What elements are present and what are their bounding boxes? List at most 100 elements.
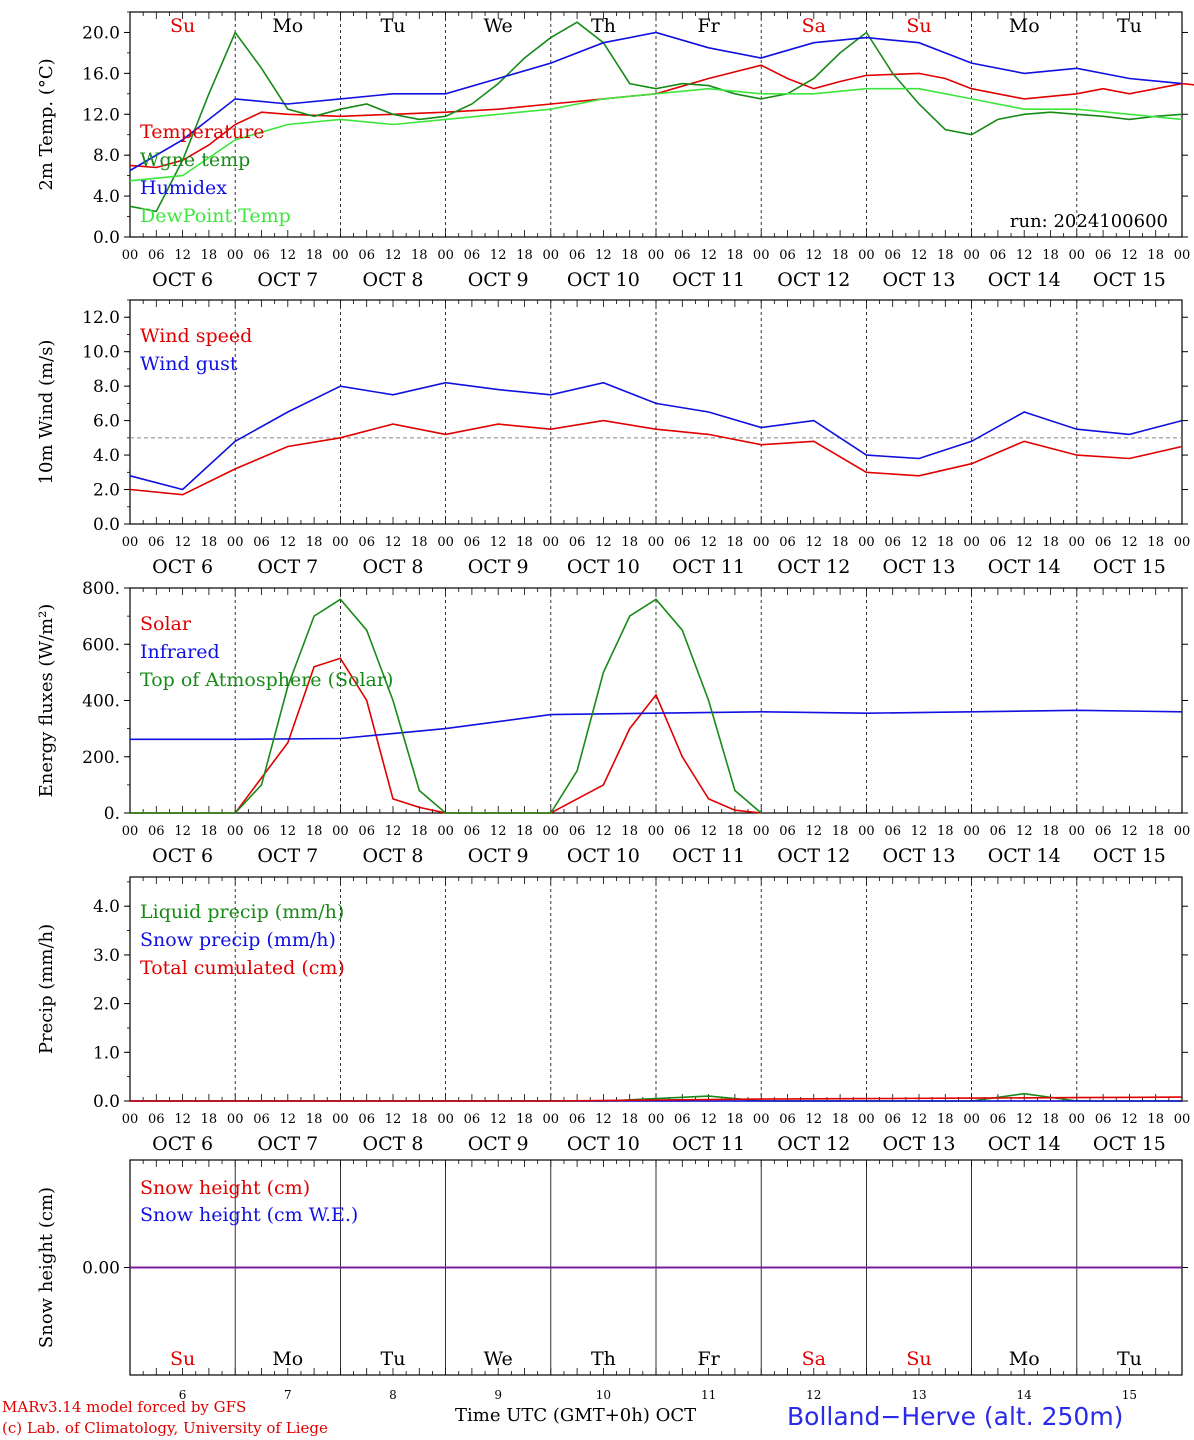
x-day-label: OCT 15 <box>1093 1133 1166 1155</box>
x-hour-label: 06 <box>674 535 691 550</box>
x-hour-label: 06 <box>884 824 901 839</box>
x-day-label: OCT 6 <box>152 269 213 291</box>
x-hour-label: 00 <box>858 248 875 263</box>
x-hour-label: 12 <box>1016 248 1033 263</box>
x-day-label: OCT 6 <box>152 845 213 867</box>
x-hour-label: 00 <box>963 248 980 263</box>
x-hour-label: 18 <box>1147 248 1164 263</box>
day-number-label: 10 <box>596 1388 611 1402</box>
x-hour-label: 18 <box>201 824 218 839</box>
weekday-label: Su <box>906 1348 931 1370</box>
x-hour-label: 12 <box>490 248 507 263</box>
series-line-4-3 <box>130 1096 1183 1102</box>
y-tick-label: 600. <box>82 635 120 655</box>
x-hour-label: 00 <box>227 248 244 263</box>
x-hour-label: 06 <box>1095 535 1112 550</box>
series-line-3-2 <box>130 709 1183 741</box>
x-hour-label: 18 <box>411 248 428 263</box>
y-tick-label: 12.0 <box>82 308 120 328</box>
x-hour-label: 00 <box>332 824 349 839</box>
x-hour-label: 00 <box>1174 824 1191 839</box>
x-hour-label: 06 <box>464 824 481 839</box>
footer-copyright: (c) Lab. of Climatology, University of L… <box>2 1419 328 1437</box>
x-hour-label: 06 <box>884 248 901 263</box>
x-hour-label: 12 <box>700 535 717 550</box>
x-hour-label: 12 <box>700 1112 717 1127</box>
legend-entry: Solar <box>140 613 192 635</box>
x-hour-label: 18 <box>306 248 323 263</box>
x-hour-label: 06 <box>148 824 165 839</box>
x-hour-label: 00 <box>1069 535 1086 550</box>
x-hour-label: 18 <box>832 535 849 550</box>
y-tick-label: 12.0 <box>82 105 120 125</box>
y-tick-label: 6.0 <box>93 412 120 432</box>
x-day-label: OCT 13 <box>882 845 955 867</box>
x-day-label: OCT 9 <box>468 1133 529 1155</box>
legend-entry: Top of Atmosphere (Solar) <box>140 669 393 691</box>
x-hour-label: 00 <box>227 824 244 839</box>
x-day-label: OCT 7 <box>257 1133 318 1155</box>
weekday-label: Mo <box>1009 15 1040 37</box>
x-hour-label: 00 <box>648 248 665 263</box>
x-hour-label: 00 <box>1069 1112 1086 1127</box>
x-hour-label: 06 <box>779 535 796 550</box>
x-hour-label: 12 <box>1016 824 1033 839</box>
x-hour-label: 06 <box>569 824 586 839</box>
x-hour-label: 06 <box>1095 824 1112 839</box>
x-day-label: OCT 13 <box>882 269 955 291</box>
y-axis-label: Energy fluxes (W/m²) <box>36 604 57 798</box>
x-hour-label: 12 <box>280 1112 297 1127</box>
series-line-3-3 <box>130 598 762 814</box>
x-hour-label: 18 <box>937 824 954 839</box>
x-day-label: OCT 14 <box>988 269 1061 291</box>
x-hour-label: 06 <box>358 1112 375 1127</box>
x-day-label: OCT 15 <box>1093 269 1166 291</box>
x-hour-label: 00 <box>858 1112 875 1127</box>
x-hour-label: 06 <box>358 824 375 839</box>
x-hour-label: 00 <box>963 1112 980 1127</box>
x-day-label: OCT 13 <box>882 1133 955 1155</box>
x-hour-label: 06 <box>674 824 691 839</box>
x-hour-label: 18 <box>306 535 323 550</box>
x-day-label: OCT 9 <box>468 845 529 867</box>
x-hour-label: 12 <box>911 535 928 550</box>
x-hour-label: 06 <box>253 248 270 263</box>
x-day-label: OCT 10 <box>567 556 640 578</box>
x-hour-label: 00 <box>122 1112 139 1127</box>
y-tick-label: 2.0 <box>93 481 120 501</box>
x-hour-label: 18 <box>832 824 849 839</box>
x-hour-label: 06 <box>358 535 375 550</box>
legend-entry: Wgne temp <box>140 149 250 171</box>
x-day-label: OCT 12 <box>777 269 850 291</box>
weekday-label: Tu <box>381 1348 406 1370</box>
x-hour-label: 06 <box>884 1112 901 1127</box>
x-hour-label: 12 <box>911 1112 928 1127</box>
x-day-label: OCT 11 <box>672 1133 745 1155</box>
x-hour-label: 00 <box>1069 824 1086 839</box>
x-hour-label: 12 <box>1121 248 1138 263</box>
x-hour-label: 06 <box>990 824 1007 839</box>
y-tick-label: 1.0 <box>93 1043 120 1063</box>
x-hour-label: 18 <box>516 1112 533 1127</box>
y-axis-label: Precip (mm/h) <box>36 924 57 1054</box>
legend-entry: Wind gust <box>140 353 238 375</box>
x-hour-label: 12 <box>595 824 612 839</box>
footer-time-label: Time UTC (GMT+0h) OCT <box>455 1405 696 1426</box>
x-hour-label: 12 <box>490 535 507 550</box>
x-hour-label: 00 <box>122 248 139 263</box>
x-day-label: OCT 11 <box>672 845 745 867</box>
x-day-label: OCT 10 <box>567 845 640 867</box>
x-hour-label: 18 <box>621 535 638 550</box>
y-tick-label: 16.0 <box>82 64 120 84</box>
x-hour-label: 00 <box>753 1112 770 1127</box>
x-hour-label: 00 <box>753 824 770 839</box>
x-day-label: OCT 8 <box>363 269 424 291</box>
x-hour-label: 06 <box>148 248 165 263</box>
x-hour-label: 00 <box>227 535 244 550</box>
x-hour-label: 06 <box>358 248 375 263</box>
x-hour-label: 06 <box>674 248 691 263</box>
x-day-label: OCT 15 <box>1093 556 1166 578</box>
x-hour-label: 18 <box>727 1112 744 1127</box>
x-hour-label: 00 <box>543 824 560 839</box>
